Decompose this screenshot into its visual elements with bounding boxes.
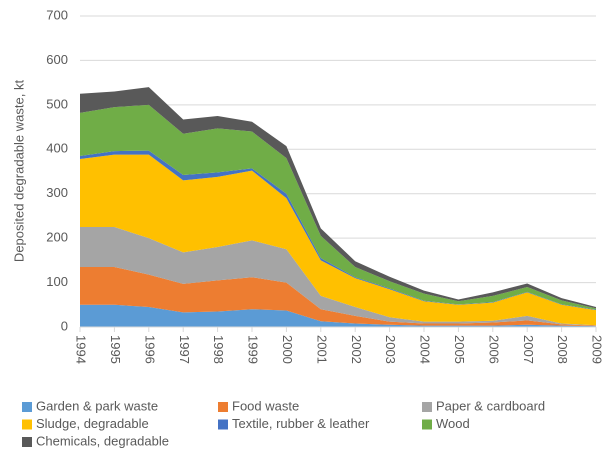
legend-label: Textile, rubber & leather bbox=[232, 416, 370, 431]
y-tick-label: 0 bbox=[61, 318, 68, 333]
area bbox=[80, 304, 596, 327]
legend-swatch bbox=[218, 402, 228, 412]
y-tick-label: 200 bbox=[46, 230, 68, 245]
x-tick-label: 2004 bbox=[418, 335, 433, 364]
legend-swatch bbox=[22, 419, 32, 430]
x-tick-label: 2009 bbox=[590, 335, 605, 364]
area bbox=[80, 227, 596, 326]
x-tick-label: 2002 bbox=[349, 335, 364, 364]
area bbox=[80, 154, 596, 326]
legend-label: Food waste bbox=[232, 398, 299, 413]
legend-label: Sludge, degradable bbox=[36, 416, 149, 431]
legend-label: Chemicals, degradable bbox=[36, 433, 169, 448]
x-tick-label: 2007 bbox=[521, 335, 536, 364]
legend-swatch bbox=[22, 437, 32, 447]
legend-swatch bbox=[422, 402, 432, 412]
x-tick-label: 1997 bbox=[177, 335, 192, 364]
x-tick-label: 2008 bbox=[555, 335, 570, 364]
x-tick-label: 2005 bbox=[452, 335, 467, 364]
legend-label: Paper & cardboard bbox=[436, 398, 545, 413]
legend-label: Garden & park waste bbox=[36, 398, 158, 413]
x-tick-label: 1995 bbox=[108, 335, 123, 364]
legend-label: Wood bbox=[436, 416, 470, 431]
legend-swatch bbox=[422, 419, 432, 430]
y-tick-label: 100 bbox=[46, 274, 68, 289]
area bbox=[80, 267, 596, 327]
y-tick-label: 500 bbox=[46, 96, 68, 111]
x-tick-label: 1996 bbox=[142, 335, 157, 364]
legend-swatch bbox=[22, 402, 32, 412]
x-tick-label: 2001 bbox=[314, 335, 329, 364]
y-axis-label: Deposited degradable waste, kt bbox=[11, 80, 26, 263]
y-tick-label: 400 bbox=[46, 141, 68, 156]
area bbox=[80, 104, 596, 310]
legend-swatch bbox=[218, 419, 228, 430]
x-tick-label: 1998 bbox=[211, 335, 226, 364]
y-tick-label: 300 bbox=[46, 185, 68, 200]
x-tick-label: 2000 bbox=[280, 335, 295, 364]
x-tick-label: 2006 bbox=[486, 335, 501, 364]
y-tick-label: 600 bbox=[46, 52, 68, 67]
x-tick-label: 2003 bbox=[383, 335, 398, 364]
x-tick-label: 1999 bbox=[246, 335, 261, 364]
x-tick-label: 1994 bbox=[74, 335, 89, 364]
y-tick-label: 700 bbox=[46, 7, 68, 22]
